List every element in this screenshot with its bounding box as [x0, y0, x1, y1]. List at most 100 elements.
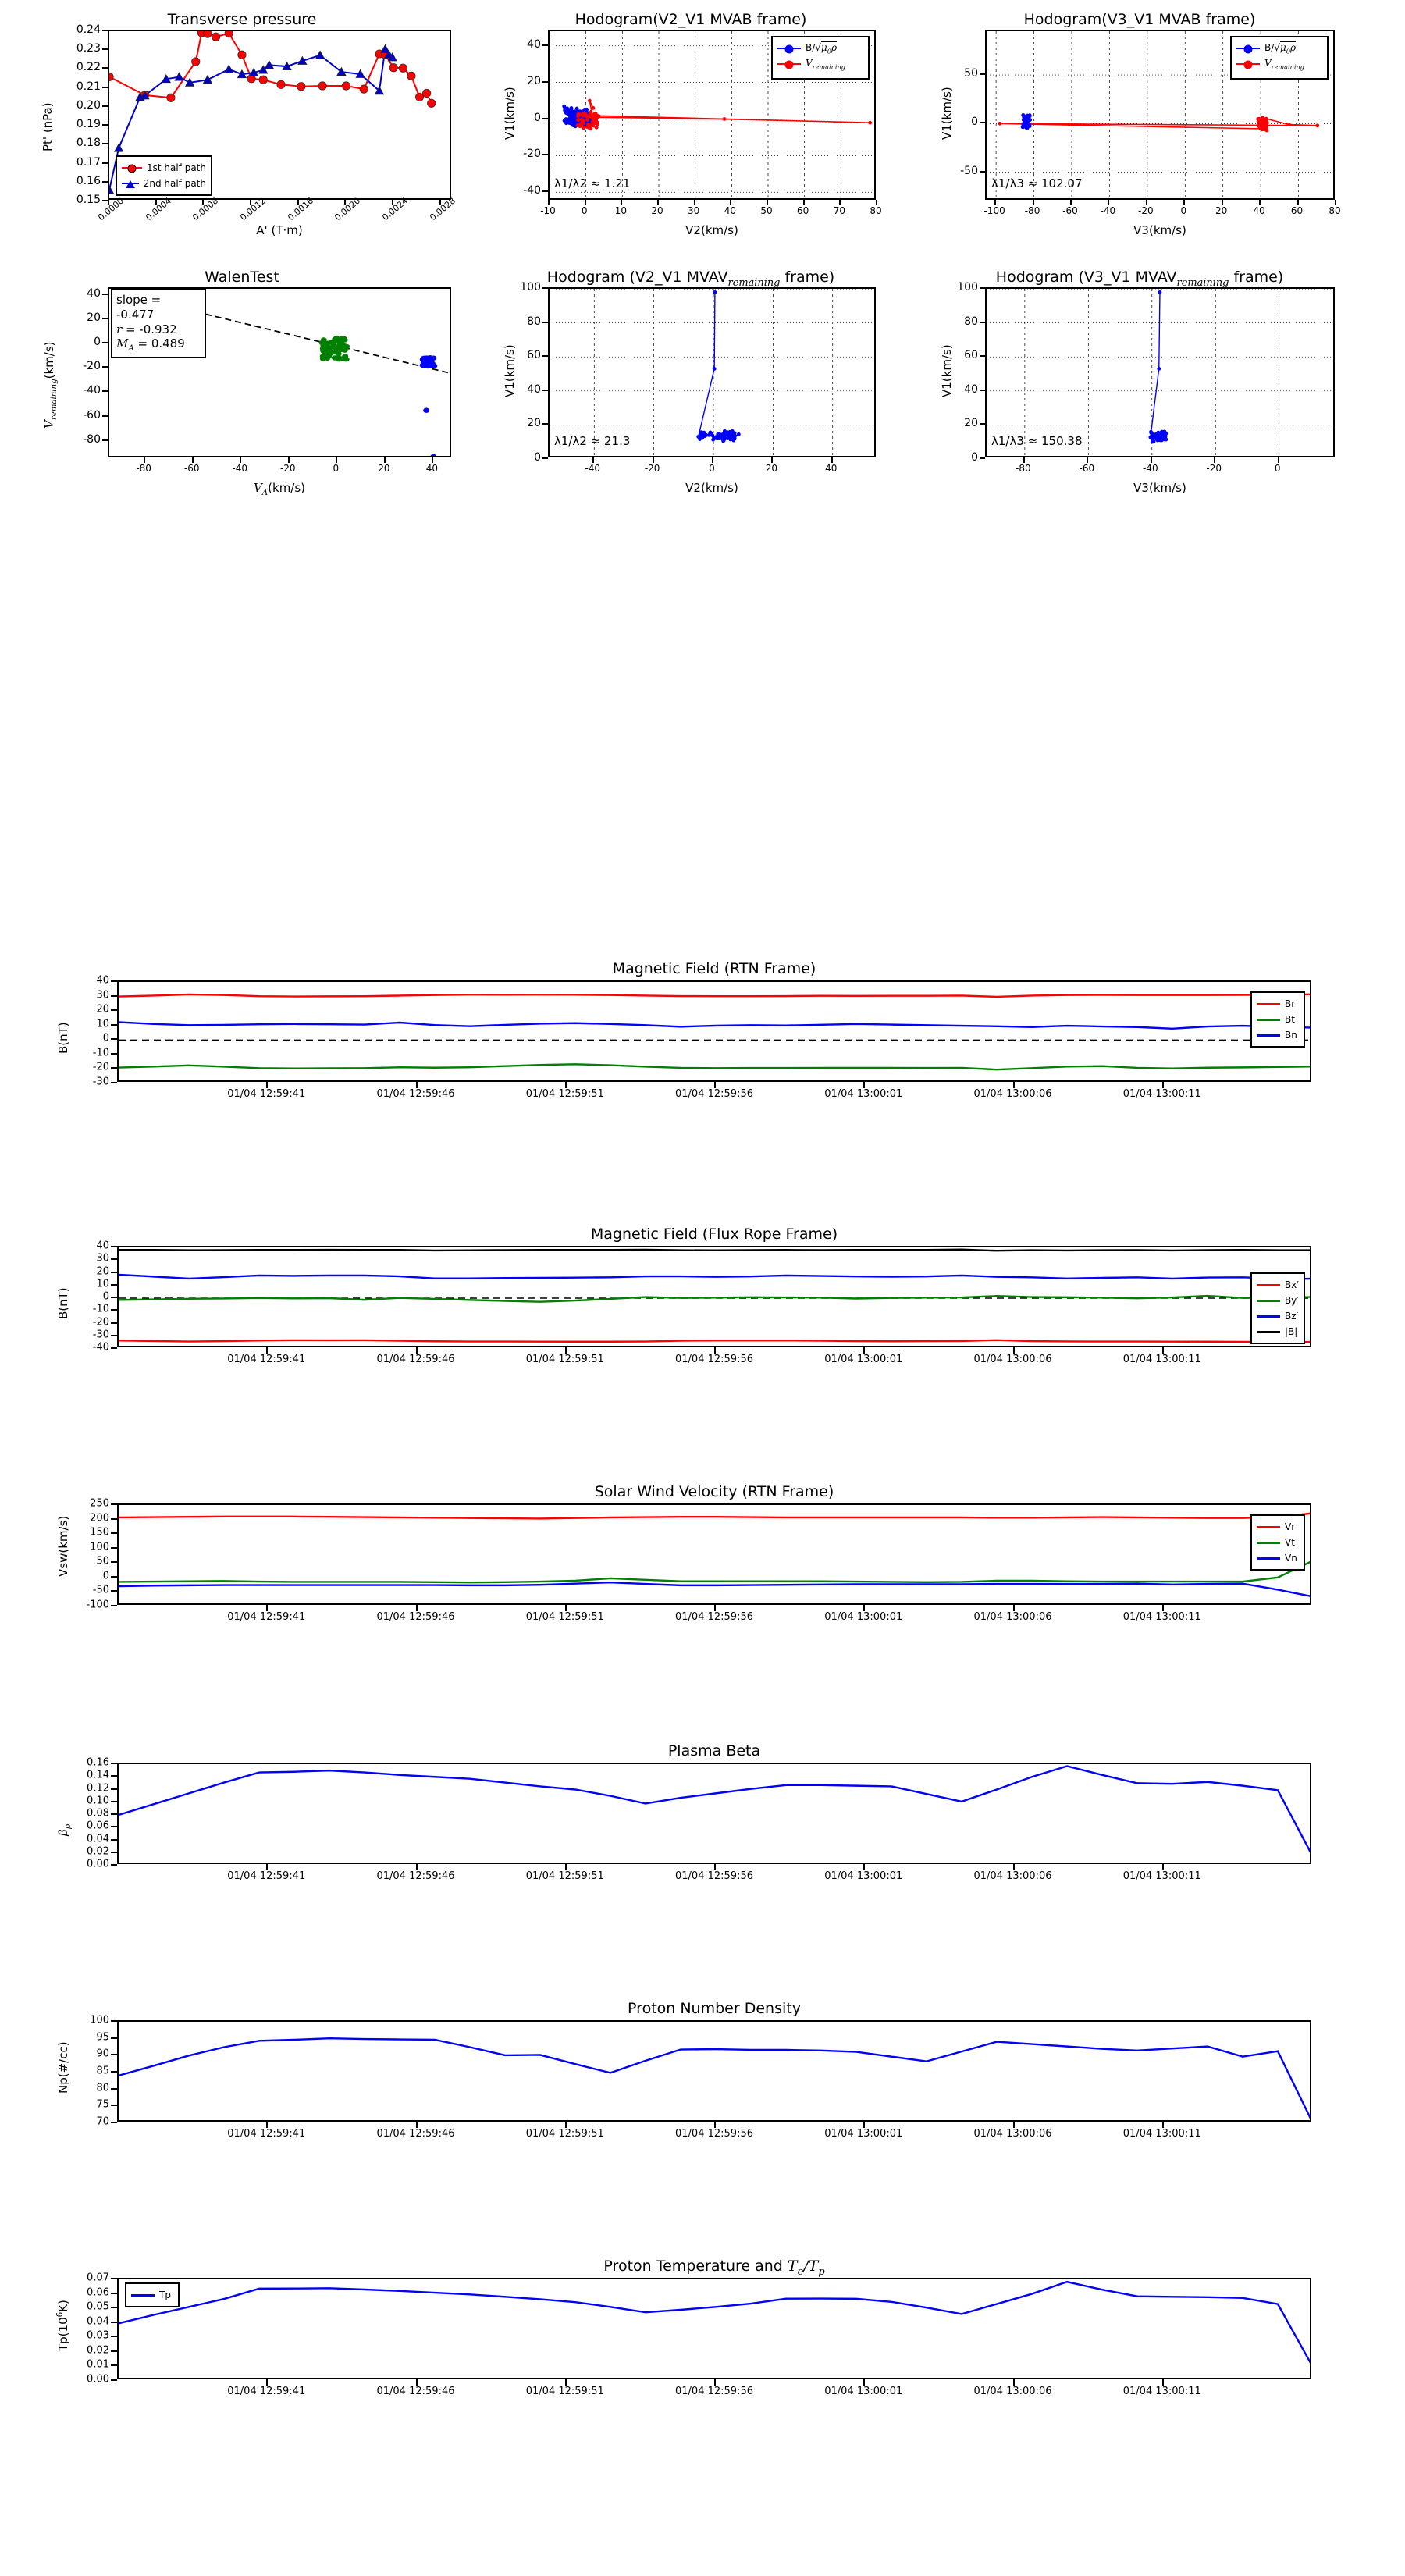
y-tick-mark: [111, 1532, 117, 1535]
x-tick-label: 01/04 12:59:56: [675, 1088, 753, 1100]
walen-slope: slope = -0.477: [116, 293, 162, 322]
y-tick-label: 0.16: [87, 1756, 109, 1769]
y-axis-label: V1(km/s): [940, 87, 954, 140]
y-tick-mark: [980, 122, 985, 124]
x-tick-mark: [1150, 457, 1152, 463]
y-axis-label: Vsw(km/s): [56, 1515, 70, 1577]
y-tick-label: 0.20: [76, 98, 101, 112]
y-axis-label: V1(km/s): [503, 87, 517, 140]
y-tick-label: 10: [96, 1018, 109, 1030]
y-tick-mark: [111, 994, 117, 997]
x-tick-label: 60: [797, 205, 809, 216]
x-tick-mark: [1012, 1082, 1015, 1088]
x-tick-mark: [564, 1347, 567, 1354]
x-tick-label: -60: [183, 463, 200, 474]
legend-row: B/√μ0ρ: [777, 41, 863, 56]
y-tick-mark: [111, 1347, 117, 1349]
y-tick-label: 150: [90, 1526, 109, 1539]
y-tick-label: 0.18: [76, 137, 101, 150]
legend-line-icon: [1257, 1330, 1280, 1333]
x-tick-mark: [714, 1082, 716, 1088]
x-tick-mark: [250, 200, 252, 205]
legend-line-icon: [1257, 1299, 1280, 1302]
y-tick-label: 100: [90, 1541, 109, 1553]
panel-title: Transverse pressure: [167, 11, 317, 28]
panel-title: Hodogram (V3_V1 MVAVremaining frame): [995, 269, 1284, 289]
y-tick-label: 80: [527, 315, 541, 328]
legend-row: Bn: [1257, 1027, 1299, 1043]
y-tick-label: 90: [96, 2048, 109, 2060]
y-tick-label: 0.07: [87, 2272, 109, 2284]
x-tick-mark: [564, 2379, 567, 2386]
x-tick-label: 01/04 13:00:01: [824, 2128, 903, 2140]
y-tick-label: 0: [94, 336, 101, 349]
x-tick-mark: [564, 1864, 567, 1870]
y-tick-label: -100: [86, 1599, 109, 1611]
x-tick-mark: [802, 200, 805, 205]
y-tick-label: 20: [87, 311, 101, 324]
x-tick-label: -40: [232, 463, 248, 474]
x-tick-mark: [439, 200, 441, 205]
x-tick-label: 0: [333, 463, 340, 474]
plot-area: [117, 2020, 1311, 2122]
y-tick-mark: [111, 1561, 117, 1564]
x-axis-label: V2(km/s): [685, 223, 738, 237]
legend-b_rtn: Br Bt Bn: [1250, 991, 1305, 1048]
y-axis-label: B(nT): [56, 1021, 70, 1054]
y-tick-label: -60: [83, 408, 101, 422]
y-tick-label: 0: [971, 116, 978, 129]
y-tick-mark: [980, 287, 985, 289]
y-tick-mark: [111, 2364, 117, 2367]
x-tick-label: 40: [724, 205, 736, 216]
plot-area: [117, 2278, 1311, 2379]
x-tick-label: 01/04 12:59:46: [376, 1870, 455, 1882]
x-tick-label: 01/04 13:00:06: [973, 2386, 1052, 2397]
x-tick-mark: [266, 2379, 269, 2386]
x-axis-ticks: 01/04 12:59:41 01/04 12:59:46 01/04 12:59:…: [0, 960, 1405, 1136]
panel-title: Magnetic Field (Flux Rope Frame): [590, 1226, 838, 1243]
x-tick-label: -10: [540, 205, 556, 216]
y-tick-mark: [542, 80, 548, 83]
y-tick-label: 0: [534, 451, 541, 464]
y-tick-label: 0.02: [87, 1845, 109, 1858]
x-tick-mark: [155, 200, 157, 205]
y-tick-mark: [542, 44, 548, 46]
x-tick-mark: [714, 2122, 716, 2128]
y-tick-mark: [102, 30, 108, 31]
circle-marker-icon: [1243, 44, 1253, 54]
y-tick-mark: [111, 1813, 117, 1815]
x-tick-mark: [771, 457, 774, 463]
y-tick-label: 0.23: [76, 42, 101, 55]
y-tick-mark: [111, 1788, 117, 1790]
y-tick-label: -10: [92, 1047, 109, 1059]
x-tick-mark: [564, 2122, 567, 2128]
x-tick-label: 20: [765, 463, 777, 474]
y-axis-ticks: -40 -30 -20 -10 0 10 20 30 40: [0, 1226, 117, 1401]
legend-line-icon: [131, 2293, 155, 2297]
y-tick-mark: [102, 48, 108, 51]
y-tick-mark: [111, 1800, 117, 1802]
x-tick-mark: [714, 2379, 716, 2386]
x-tick-label: 01/04 13:00:01: [824, 1354, 903, 1365]
y-tick-mark: [102, 200, 108, 201]
y-tick-mark: [980, 170, 985, 173]
y-tick-label: 20: [96, 1265, 109, 1277]
x-axis-label: V2(km/s): [685, 481, 738, 495]
plot-area: [117, 1503, 1311, 1605]
y-axis-label: Pt' (nPa): [41, 102, 55, 151]
x-tick-mark: [1161, 1864, 1164, 1870]
legend-label: Vn: [1285, 1553, 1297, 1564]
y-tick-mark: [111, 2087, 117, 2090]
x-tick-mark: [415, 2379, 418, 2386]
y-tick-label: 0.04: [87, 2315, 109, 2328]
x-tick-mark: [1012, 2379, 1015, 2386]
x-tick-label: 01/04 12:59:46: [376, 1088, 455, 1100]
x-tick-mark: [876, 200, 877, 205]
x-tick-mark: [657, 200, 659, 205]
y-tick-mark: [111, 1503, 117, 1505]
legend-row: By′: [1257, 1293, 1299, 1308]
legend-line-icon: [1257, 1283, 1280, 1286]
legend-label: Vt: [1285, 1537, 1295, 1548]
panel-transverse-pressure: Transverse pressure 0.15 0.16 0.17 0.18 0.19…: [23, 11, 461, 237]
legend-row: Vremaining: [777, 56, 863, 72]
